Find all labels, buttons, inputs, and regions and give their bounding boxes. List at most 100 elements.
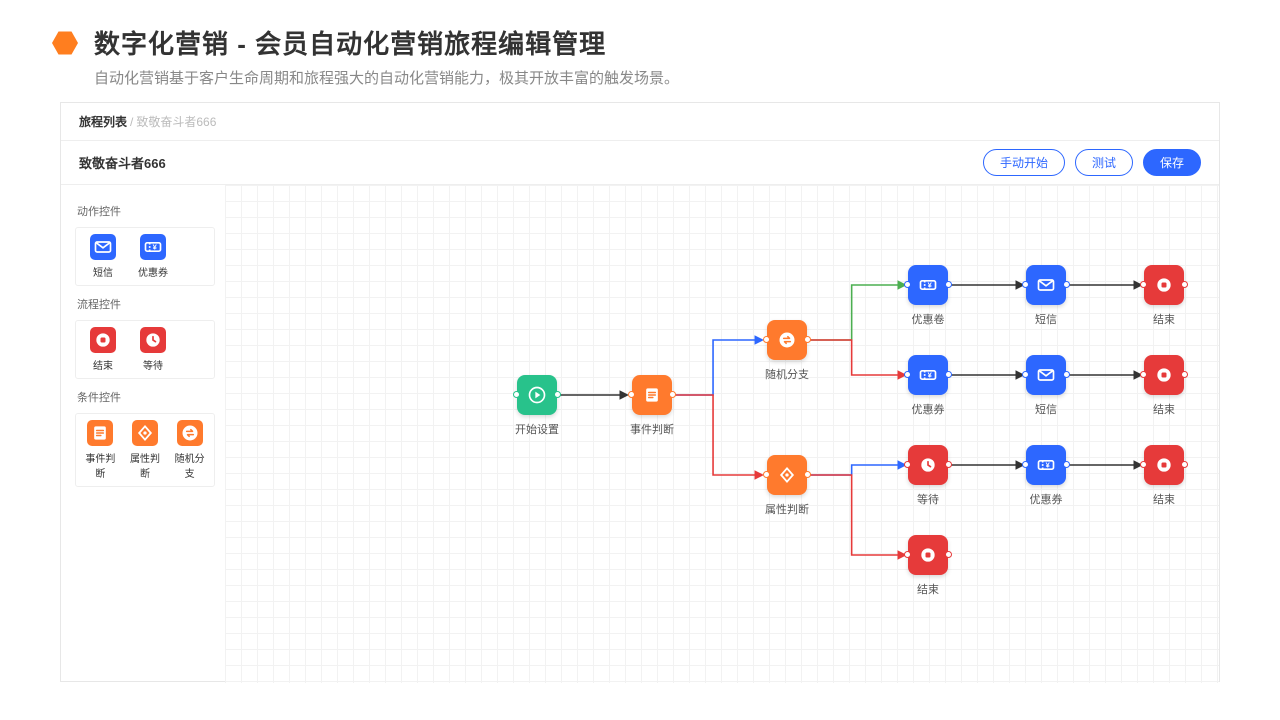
- port-out[interactable]: [1063, 461, 1070, 468]
- port-out[interactable]: [554, 391, 561, 398]
- stop-icon: [1144, 445, 1184, 485]
- palette-item-swap[interactable]: 随机分支: [171, 420, 208, 480]
- flow-node-label: 结束: [1144, 401, 1184, 417]
- manual-start-button[interactable]: 手动开始: [983, 149, 1065, 176]
- flow-node-label: 优惠券: [908, 401, 948, 417]
- palette-item-label: 结束: [82, 357, 124, 372]
- flow-node-event[interactable]: 事件判断: [630, 375, 674, 437]
- edge-attr-wait[interactable]: [808, 465, 905, 475]
- flow-node-end4[interactable]: 结束: [908, 535, 948, 597]
- component-palette: 动作控件短信¥优惠券流程控件结束等待条件控件事件判断属性判断随机分支: [61, 185, 225, 683]
- palette-group-title: 流程控件: [77, 296, 215, 312]
- palette-item-ticket[interactable]: ¥优惠券: [132, 234, 174, 279]
- port-out[interactable]: [1181, 371, 1188, 378]
- mail-icon: [90, 234, 116, 260]
- palette-item-label: 随机分支: [171, 450, 208, 480]
- edge-random-coupon2[interactable]: [808, 340, 905, 375]
- flow-node-end1[interactable]: 结束: [1144, 265, 1184, 327]
- port-out[interactable]: [945, 281, 952, 288]
- editor-frame: 旅程列表/致敬奋斗者666 致敬奋斗者666 手动开始 测试 保存 动作控件短信…: [60, 102, 1220, 682]
- stop-icon: [908, 535, 948, 575]
- flow-node-sms1[interactable]: 短信: [1026, 265, 1066, 327]
- port-in[interactable]: [1140, 461, 1147, 468]
- palette-item-label: 优惠券: [132, 264, 174, 279]
- stop-icon: [90, 327, 116, 353]
- port-in[interactable]: [1022, 371, 1029, 378]
- stop-icon: [1144, 265, 1184, 305]
- port-in[interactable]: [904, 461, 911, 468]
- port-in[interactable]: [1022, 281, 1029, 288]
- flow-node-coupon3[interactable]: ¥ 优惠券: [1026, 445, 1066, 507]
- flow-node-end2[interactable]: 结束: [1144, 355, 1184, 417]
- palette-item-label: 短信: [82, 264, 124, 279]
- test-button[interactable]: 测试: [1075, 149, 1133, 176]
- port-in[interactable]: [513, 391, 520, 398]
- port-out[interactable]: [804, 336, 811, 343]
- port-out[interactable]: [1181, 281, 1188, 288]
- breadcrumb-root[interactable]: 旅程列表: [79, 115, 127, 129]
- flow-node-label: 随机分支: [765, 366, 809, 382]
- flow-node-start[interactable]: 开始设置: [515, 375, 559, 437]
- flow-canvas[interactable]: 开始设置事件判断随机分支属性判断¥优惠卷¥优惠券等待结束短信短信¥优惠券结束结束…: [225, 185, 1219, 683]
- svg-text:¥: ¥: [928, 281, 933, 290]
- flow-node-sms2[interactable]: 短信: [1026, 355, 1066, 417]
- port-in[interactable]: [628, 391, 635, 398]
- port-out[interactable]: [945, 461, 952, 468]
- diamond-icon: [132, 420, 158, 446]
- edge-event-random[interactable]: [673, 340, 762, 395]
- flow-node-attr[interactable]: 属性判断: [765, 455, 809, 517]
- breadcrumb-sep: /: [127, 115, 136, 129]
- port-out[interactable]: [804, 471, 811, 478]
- flow-node-label: 属性判断: [765, 501, 809, 517]
- palette-item-list[interactable]: 事件判断: [82, 420, 119, 480]
- port-in[interactable]: [904, 281, 911, 288]
- list-icon: [632, 375, 672, 415]
- edge-event-attr[interactable]: [673, 395, 762, 475]
- palette-item-clock[interactable]: 等待: [132, 327, 174, 372]
- flow-node-label: 结束: [908, 581, 948, 597]
- port-in[interactable]: [1140, 371, 1147, 378]
- flow-node-coupon2[interactable]: ¥ 优惠券: [908, 355, 948, 417]
- palette-item-diamond[interactable]: 属性判断: [127, 420, 164, 480]
- flow-node-wait[interactable]: 等待: [908, 445, 948, 507]
- palette-item-mail[interactable]: 短信: [82, 234, 124, 279]
- flow-node-end3[interactable]: 结束: [1144, 445, 1184, 507]
- palette-group-title: 条件控件: [77, 389, 215, 405]
- port-in[interactable]: [904, 551, 911, 558]
- edge-random-coupon1[interactable]: [808, 285, 905, 340]
- palette-item-label: 等待: [132, 357, 174, 372]
- palette-group: 事件判断属性判断随机分支: [75, 413, 215, 487]
- port-in[interactable]: [763, 336, 770, 343]
- ticket-icon: ¥: [908, 265, 948, 305]
- flow-node-label: 结束: [1144, 491, 1184, 507]
- palette-item-stop[interactable]: 结束: [82, 327, 124, 372]
- port-out[interactable]: [1181, 461, 1188, 468]
- swap-icon: [767, 320, 807, 360]
- palette-group: 结束等待: [75, 320, 215, 379]
- port-out[interactable]: [945, 551, 952, 558]
- port-in[interactable]: [763, 471, 770, 478]
- play-icon: [517, 375, 557, 415]
- journey-title: 致敬奋斗者666: [79, 153, 166, 172]
- ticket-icon: ¥: [1026, 445, 1066, 485]
- page-subtitle: 自动化营销基于客户生命周期和旅程强大的自动化营销能力，极其开放丰富的触发场景。: [94, 67, 679, 88]
- flow-node-random[interactable]: 随机分支: [765, 320, 809, 382]
- port-in[interactable]: [904, 371, 911, 378]
- stop-icon: [1144, 355, 1184, 395]
- edge-attr-end4[interactable]: [808, 475, 905, 555]
- clock-icon: [908, 445, 948, 485]
- port-in[interactable]: [1140, 281, 1147, 288]
- clock-icon: [140, 327, 166, 353]
- diamond-icon: [767, 455, 807, 495]
- flow-node-coupon1[interactable]: ¥优惠卷: [908, 265, 948, 327]
- logo-icon: [52, 30, 78, 56]
- flow-node-label: 优惠券: [1026, 491, 1066, 507]
- svg-text:¥: ¥: [928, 371, 933, 380]
- port-out[interactable]: [1063, 371, 1070, 378]
- port-out[interactable]: [669, 391, 676, 398]
- port-out[interactable]: [1063, 281, 1070, 288]
- save-button[interactable]: 保存: [1143, 149, 1201, 176]
- port-out[interactable]: [945, 371, 952, 378]
- port-in[interactable]: [1022, 461, 1029, 468]
- palette-item-label: 事件判断: [82, 450, 119, 480]
